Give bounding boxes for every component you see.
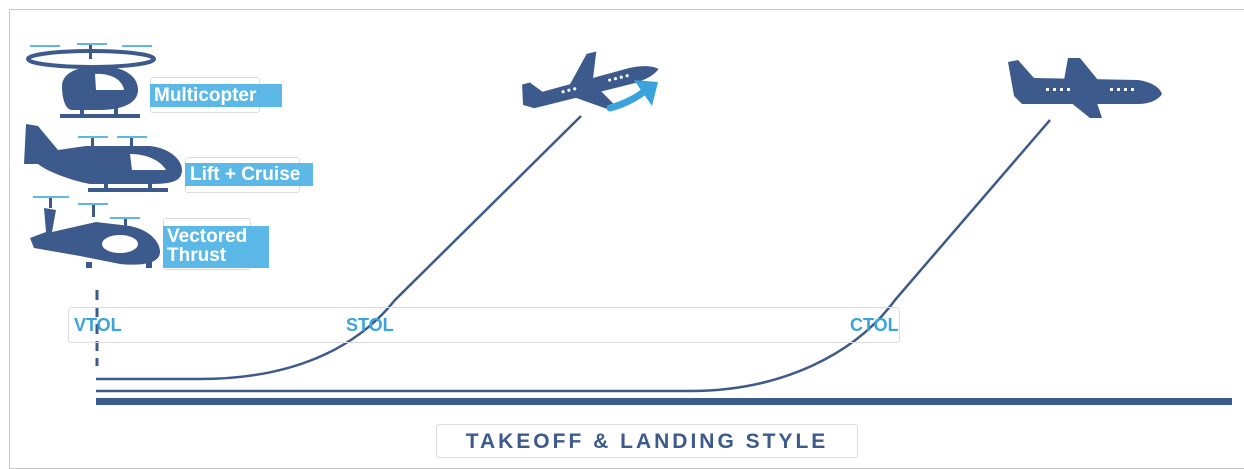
vectored-thrust-icon (30, 196, 160, 268)
ctol-path (96, 119, 1051, 393)
axis-title: TAKEOFF & LANDING STYLE (436, 424, 858, 458)
multicopter-label: Multicopter (154, 85, 257, 106)
multicopter-label-bar (150, 84, 282, 107)
lift-cruise-label: Lift + Cruise (190, 164, 301, 185)
vectored-thrust-label-bar (163, 226, 269, 268)
vtol-label: VTOL (74, 315, 122, 335)
diagram-canvas (24, 43, 1232, 405)
multicopter-icon (26, 43, 156, 118)
vectored-thrust-label-line2: Thrust (167, 245, 227, 266)
stol-path (96, 115, 582, 381)
vectored-thrust-label-line1: Vectored (167, 226, 248, 247)
stol-airplane-icon (522, 51, 659, 109)
runway-bar (96, 398, 1232, 405)
ctol-label: CTOL (850, 315, 899, 335)
stol-label: STOL (346, 315, 394, 335)
lift-cruise-icon (24, 124, 182, 192)
lift-cruise-label-bar (185, 163, 313, 186)
ctol-airplane-icon (1008, 58, 1162, 118)
climb-arrow-icon (606, 80, 658, 112)
stops-label-box (68, 307, 900, 343)
